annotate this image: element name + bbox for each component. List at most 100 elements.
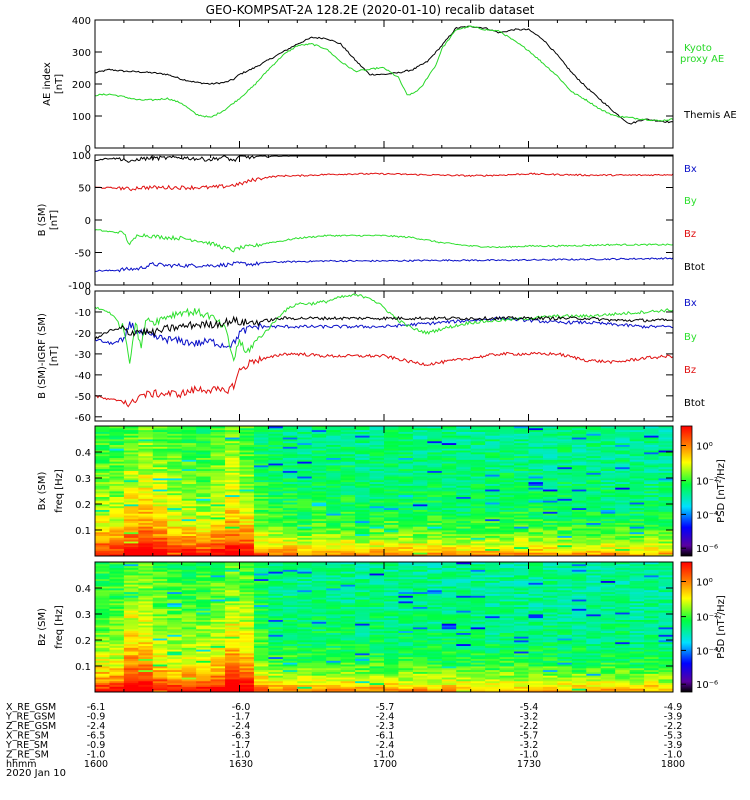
spectrogram-cell (485, 470, 500, 473)
spectrogram-cell (470, 597, 486, 600)
spectrogram-cell (167, 686, 183, 689)
spectrogram-cell (225, 684, 240, 687)
spectrogram-cell (427, 465, 443, 468)
spectrogram-cell (427, 664, 443, 667)
spectrogram-cell (600, 468, 616, 471)
spectrogram-cell (311, 604, 327, 607)
spectrogram-cell (196, 544, 211, 548)
spectrogram-cell (398, 656, 414, 659)
spectrogram-cell (297, 571, 313, 574)
spectrogram-cell (600, 518, 616, 522)
spectrogram-cell (167, 452, 183, 455)
spectrogram-cell (239, 426, 255, 429)
spectrogram-cell (355, 513, 370, 516)
spectrogram-cell (268, 641, 284, 645)
spectrogram-cell (326, 472, 342, 475)
spectrogram-cell (499, 522, 515, 525)
spectrogram-cell (253, 472, 269, 475)
spectrogram-cell (470, 485, 486, 488)
spectrogram-cell (384, 546, 399, 549)
spectrogram-cell (123, 463, 139, 466)
spectrogram-cell (369, 617, 385, 620)
spectrogram-cell (340, 573, 356, 576)
spectrogram-cell (427, 641, 443, 645)
spectrogram-cell (210, 602, 226, 606)
spectrogram-cell (658, 466, 674, 470)
spectrogram-cell (441, 489, 457, 492)
spectrogram-cell (355, 444, 370, 447)
spectrogram-cell (355, 509, 370, 512)
spectrogram-cell (181, 450, 197, 453)
spectrogram-cell (167, 617, 183, 620)
spectrogram-cell (138, 543, 154, 546)
spectrogram-cell (196, 487, 211, 490)
spectrogram-cell (629, 511, 645, 514)
spectrogram-cell (427, 431, 443, 434)
spectrogram-cell (340, 591, 356, 594)
spectrogram-cell (297, 517, 313, 520)
spectrogram-cell (369, 589, 385, 593)
spectrogram-cell (210, 651, 226, 654)
spectrogram-cell (571, 479, 587, 483)
spectrogram-cell (528, 504, 544, 507)
spectrogram-cell (499, 431, 515, 434)
spectrogram-cell (152, 446, 168, 449)
spectrogram-cell (326, 429, 342, 432)
spectrogram-cell (210, 641, 226, 645)
spectrogram-cell (441, 528, 457, 531)
spectrogram-cell (412, 466, 428, 470)
spectrogram-cell (456, 517, 472, 520)
spectrogram-cell (311, 505, 327, 509)
spectrogram-cell (528, 533, 544, 536)
spectrogram-cell (514, 502, 529, 505)
spectrogram-cell (441, 589, 457, 593)
spectrogram-cell (427, 531, 443, 535)
spectrogram-cell (485, 645, 500, 648)
spectrogram-cell (456, 575, 472, 578)
spectrogram-cell (412, 630, 428, 633)
spectrogram-cell (326, 656, 342, 659)
spectrogram-cell (398, 548, 414, 551)
spectrogram-cell (326, 543, 342, 546)
spectrogram-cell (311, 548, 327, 551)
spectrogram-cell (109, 686, 125, 689)
spectrogram-cell (528, 472, 544, 475)
spectrogram-cell (311, 474, 327, 477)
spectrogram-cell (297, 621, 313, 624)
spectrogram-cell (95, 504, 110, 507)
spectrogram-cell (369, 552, 385, 555)
spectrogram-cell (384, 513, 399, 516)
spectrogram-cell (571, 533, 587, 536)
spectrogram-cell (239, 660, 255, 663)
spectrogram-cell (615, 429, 631, 432)
spectrogram-cell (355, 455, 370, 458)
spectrogram-cell (239, 455, 255, 458)
spectrogram-cell (311, 515, 327, 518)
spectrogram-cell (181, 623, 197, 626)
y-tick-label: 0 (85, 216, 91, 227)
spectrogram-cell (514, 431, 529, 434)
spectrogram-cell (355, 433, 370, 436)
spectrogram-cell (181, 535, 197, 538)
spectrogram-cell (181, 440, 197, 444)
spectrogram-cell (456, 494, 472, 497)
spectrogram-cell (181, 640, 197, 643)
spectrogram-cell (311, 481, 327, 484)
spectrogram-cell (282, 569, 298, 572)
spectrogram-cell (412, 455, 428, 458)
spectrogram-cell (181, 567, 197, 570)
spectrogram-cell (196, 662, 211, 665)
spectrogram-cell (196, 640, 211, 643)
spectrogram-cell (181, 485, 197, 488)
spectrogram-cell (600, 437, 616, 440)
spectrogram-cell (239, 509, 255, 512)
spectrogram-cell (629, 513, 645, 516)
spectrogram-cell (384, 567, 399, 570)
spectrogram-cell (441, 437, 457, 440)
spectrogram-cell (340, 526, 356, 529)
spectrogram-cell (470, 548, 486, 551)
spectrogram-cell (615, 509, 631, 512)
spectrogram-cell (441, 660, 457, 663)
spectrogram-cell (326, 602, 342, 606)
spectrogram-cell (629, 543, 645, 546)
